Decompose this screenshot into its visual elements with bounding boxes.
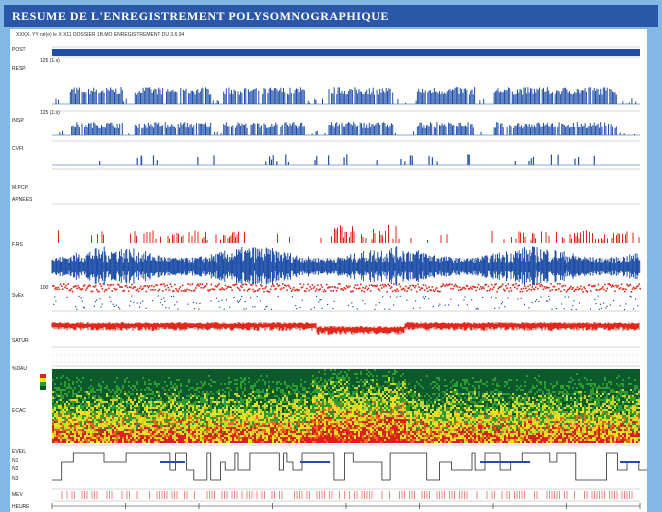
channel-scale-2: 125 (1.s) [40,110,60,116]
resp-trace [52,87,640,105]
svex-trace [52,283,641,311]
patient-info: XXXX, YY né(e) le X X11 DOSSIER 1B.MO EN… [16,32,184,38]
channel-label-14: N3 [12,476,19,482]
channel-label-4: M.PCP [12,185,29,191]
channel-label-12: N1 [12,458,19,464]
spectrogram [40,369,640,443]
channel-label-5: APNEES [12,197,33,203]
hypnogram [52,452,647,481]
polysomnography-report: XXXX, YY né(e) le X X11 DOSSIER 1B.MO EN… [10,29,647,512]
channel-label-11: EVEIL [12,449,26,455]
channel-label-8: SATUR [12,338,29,344]
channel-label-1: RESP. [12,66,26,72]
channel-label-0: POST [12,47,26,53]
channel-label-7: SvEx [12,293,24,299]
fr-trace [51,246,641,286]
channel-label-16: HEURE [12,504,30,510]
cvfi-trace [52,154,640,166]
channel-label-13: N2 [12,466,19,472]
insp-trace [52,122,640,136]
channel-label-9: %DAU [12,366,27,372]
mev-trace [61,491,633,499]
apnea-trace [58,224,640,243]
channel-label-3: CVFI [12,146,23,152]
channel-scale-7: 100 [40,285,49,291]
channel-label-15: MEV [12,492,24,498]
position-bar [52,49,640,56]
channel-label-6: F.RS [12,242,24,248]
channel-label-2: INSP. [12,118,24,124]
window-title: RESUME DE L'ENREGISTREMENT POLYSOMNOGRAP… [4,5,658,27]
channel-scale-1: 125 (1.s) [40,58,60,64]
channel-label-10: ECAC [12,408,26,414]
time-axis [51,503,641,509]
polysomnography-chart: POST RESP. 125 (1.s) INSP. 125 (1.s) CVFI M.PC… [12,46,647,510]
